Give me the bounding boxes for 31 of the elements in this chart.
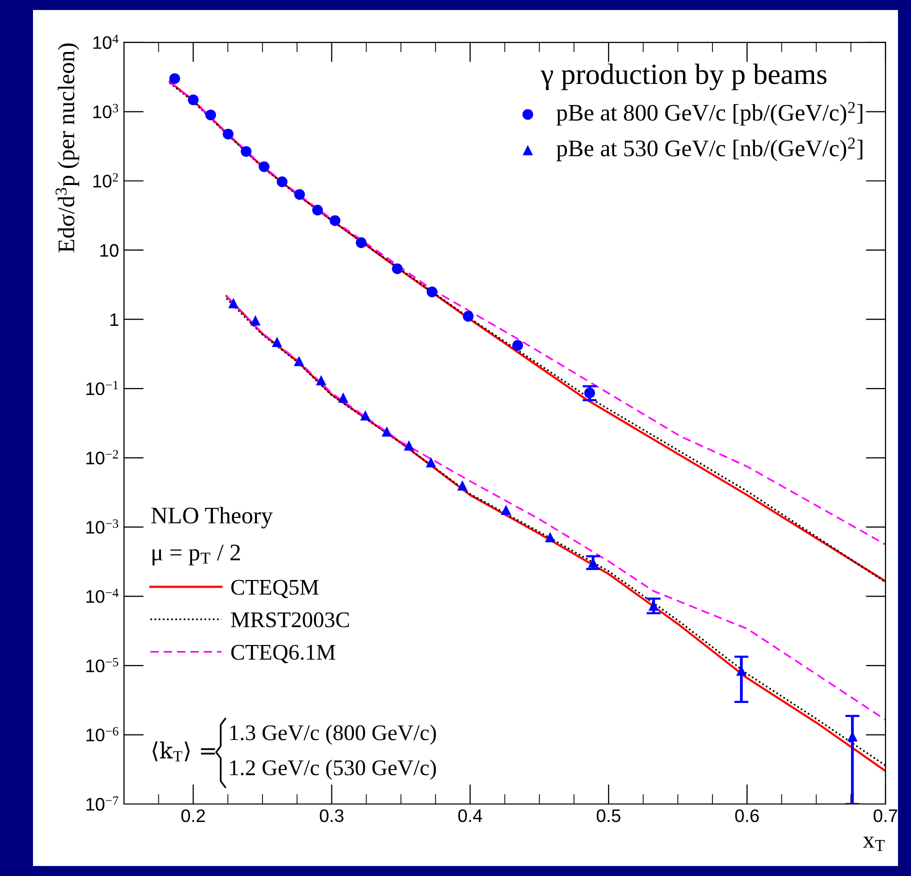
y-tick-label: 10$^{−2}$ — [86, 450, 118, 464]
y-tick-label: 1 — [110, 313, 118, 326]
y-tick-label: 10$^{−5}$ — [86, 658, 118, 672]
y-tick-label: 10$^{−6}$ — [86, 727, 118, 742]
x-axis-title: x$_{T}$ — [863, 836, 885, 851]
legend-title: γ production by p beams — [540, 64, 826, 90]
legend-label: CTEQ5M — [231, 580, 319, 598]
y-tick-label: 10$^{4}$ — [93, 34, 118, 49]
y-tick-label: 10$^{3}$ — [93, 104, 118, 118]
y-tick-label: 10$^{−3}$ — [86, 519, 118, 534]
x-tick-label: 0.4 — [458, 809, 482, 822]
x-tick-label: 0.5 — [596, 809, 620, 822]
x-tick-label: 0.6 — [735, 809, 759, 822]
annotation: 1.2 GeV/c (530 GeV/c) — [230, 760, 436, 780]
legend-label: CTEQ6.1M — [231, 644, 336, 664]
y-tick-label: 10$^{−1}$ — [86, 380, 118, 396]
x-tick-label: 0.3 — [320, 809, 344, 822]
x-tick-label: 0.2 — [181, 809, 205, 822]
annotation: μ = p$_{T}$ / 2 — [152, 544, 240, 566]
annotation: NLO Theory — [151, 506, 273, 528]
y-axis-title: Edσ/d$^{3}$p (per nucleon) — [56, 44, 80, 252]
x-tick-label: 0.7 — [874, 809, 898, 822]
y-tick-label: 10$^{−7}$ — [86, 796, 118, 811]
legend-label: pBe at 530 GeV/c [nb/(GeV/c)$^{2}$] — [556, 138, 862, 162]
annotation: 1.3 GeV/c (800 GeV/c) — [230, 724, 436, 745]
legend-label: pBe at 800 GeV/c [pb/(GeV/c)$^{2}$] — [556, 102, 862, 126]
annotation: ⟨k$_{T}$⟩ = — [152, 741, 215, 762]
y-tick-label: 10 — [100, 244, 118, 257]
y-tick-label: 10$^{−4}$ — [86, 588, 118, 603]
legend-label: MRST2003C — [230, 612, 349, 628]
y-tick-label: 10$^{2}$ — [93, 173, 118, 188]
